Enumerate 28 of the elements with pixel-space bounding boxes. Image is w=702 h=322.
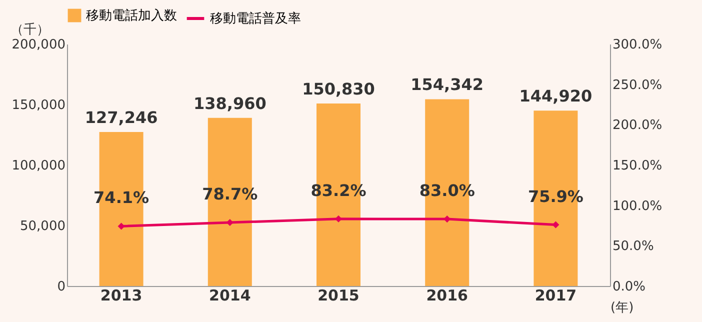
y2-tick-label: 300.0% <box>612 38 662 52</box>
y2-tick-label: 150.0% <box>612 158 662 174</box>
data-label: 150,830 <box>302 79 375 98</box>
y2-tick-label: 0.0% <box>612 280 646 294</box>
y2-tick-label: 250.0% <box>612 78 662 93</box>
x-tick-label: 2015 <box>318 286 360 304</box>
y2-tick-label: 200.0% <box>612 118 662 134</box>
x-tick-label: 2014 <box>209 286 251 304</box>
y2-tick-label: 50.0% <box>612 239 654 254</box>
point <box>118 222 125 230</box>
legend-label: 移動電話普及率 <box>210 10 301 26</box>
x-tick-label: 2013 <box>100 286 142 304</box>
y-tick-label: 200,000 <box>12 38 66 52</box>
x-tick-label: 2016 <box>426 286 468 304</box>
point <box>552 221 560 228</box>
x-tick-label: 2017 <box>534 286 577 304</box>
data-label: 127,246 <box>84 108 158 128</box>
data-label: 138,960 <box>193 94 266 113</box>
legend-label: 移動電話加入数 <box>86 8 177 24</box>
x-axis-title: (年) <box>610 300 634 316</box>
y-tick-label: 100,000 <box>12 158 66 174</box>
y-tick-label: 150,000 <box>12 98 66 113</box>
y2-tick-label: 100.0% <box>612 198 662 214</box>
data-label: 144,920 <box>519 86 592 106</box>
y-tick-label: 0 <box>57 280 66 294</box>
y-axis-title: （千） <box>10 22 50 38</box>
data-label: 154,342 <box>410 75 484 94</box>
y-tick-label: 50,000 <box>20 219 66 234</box>
